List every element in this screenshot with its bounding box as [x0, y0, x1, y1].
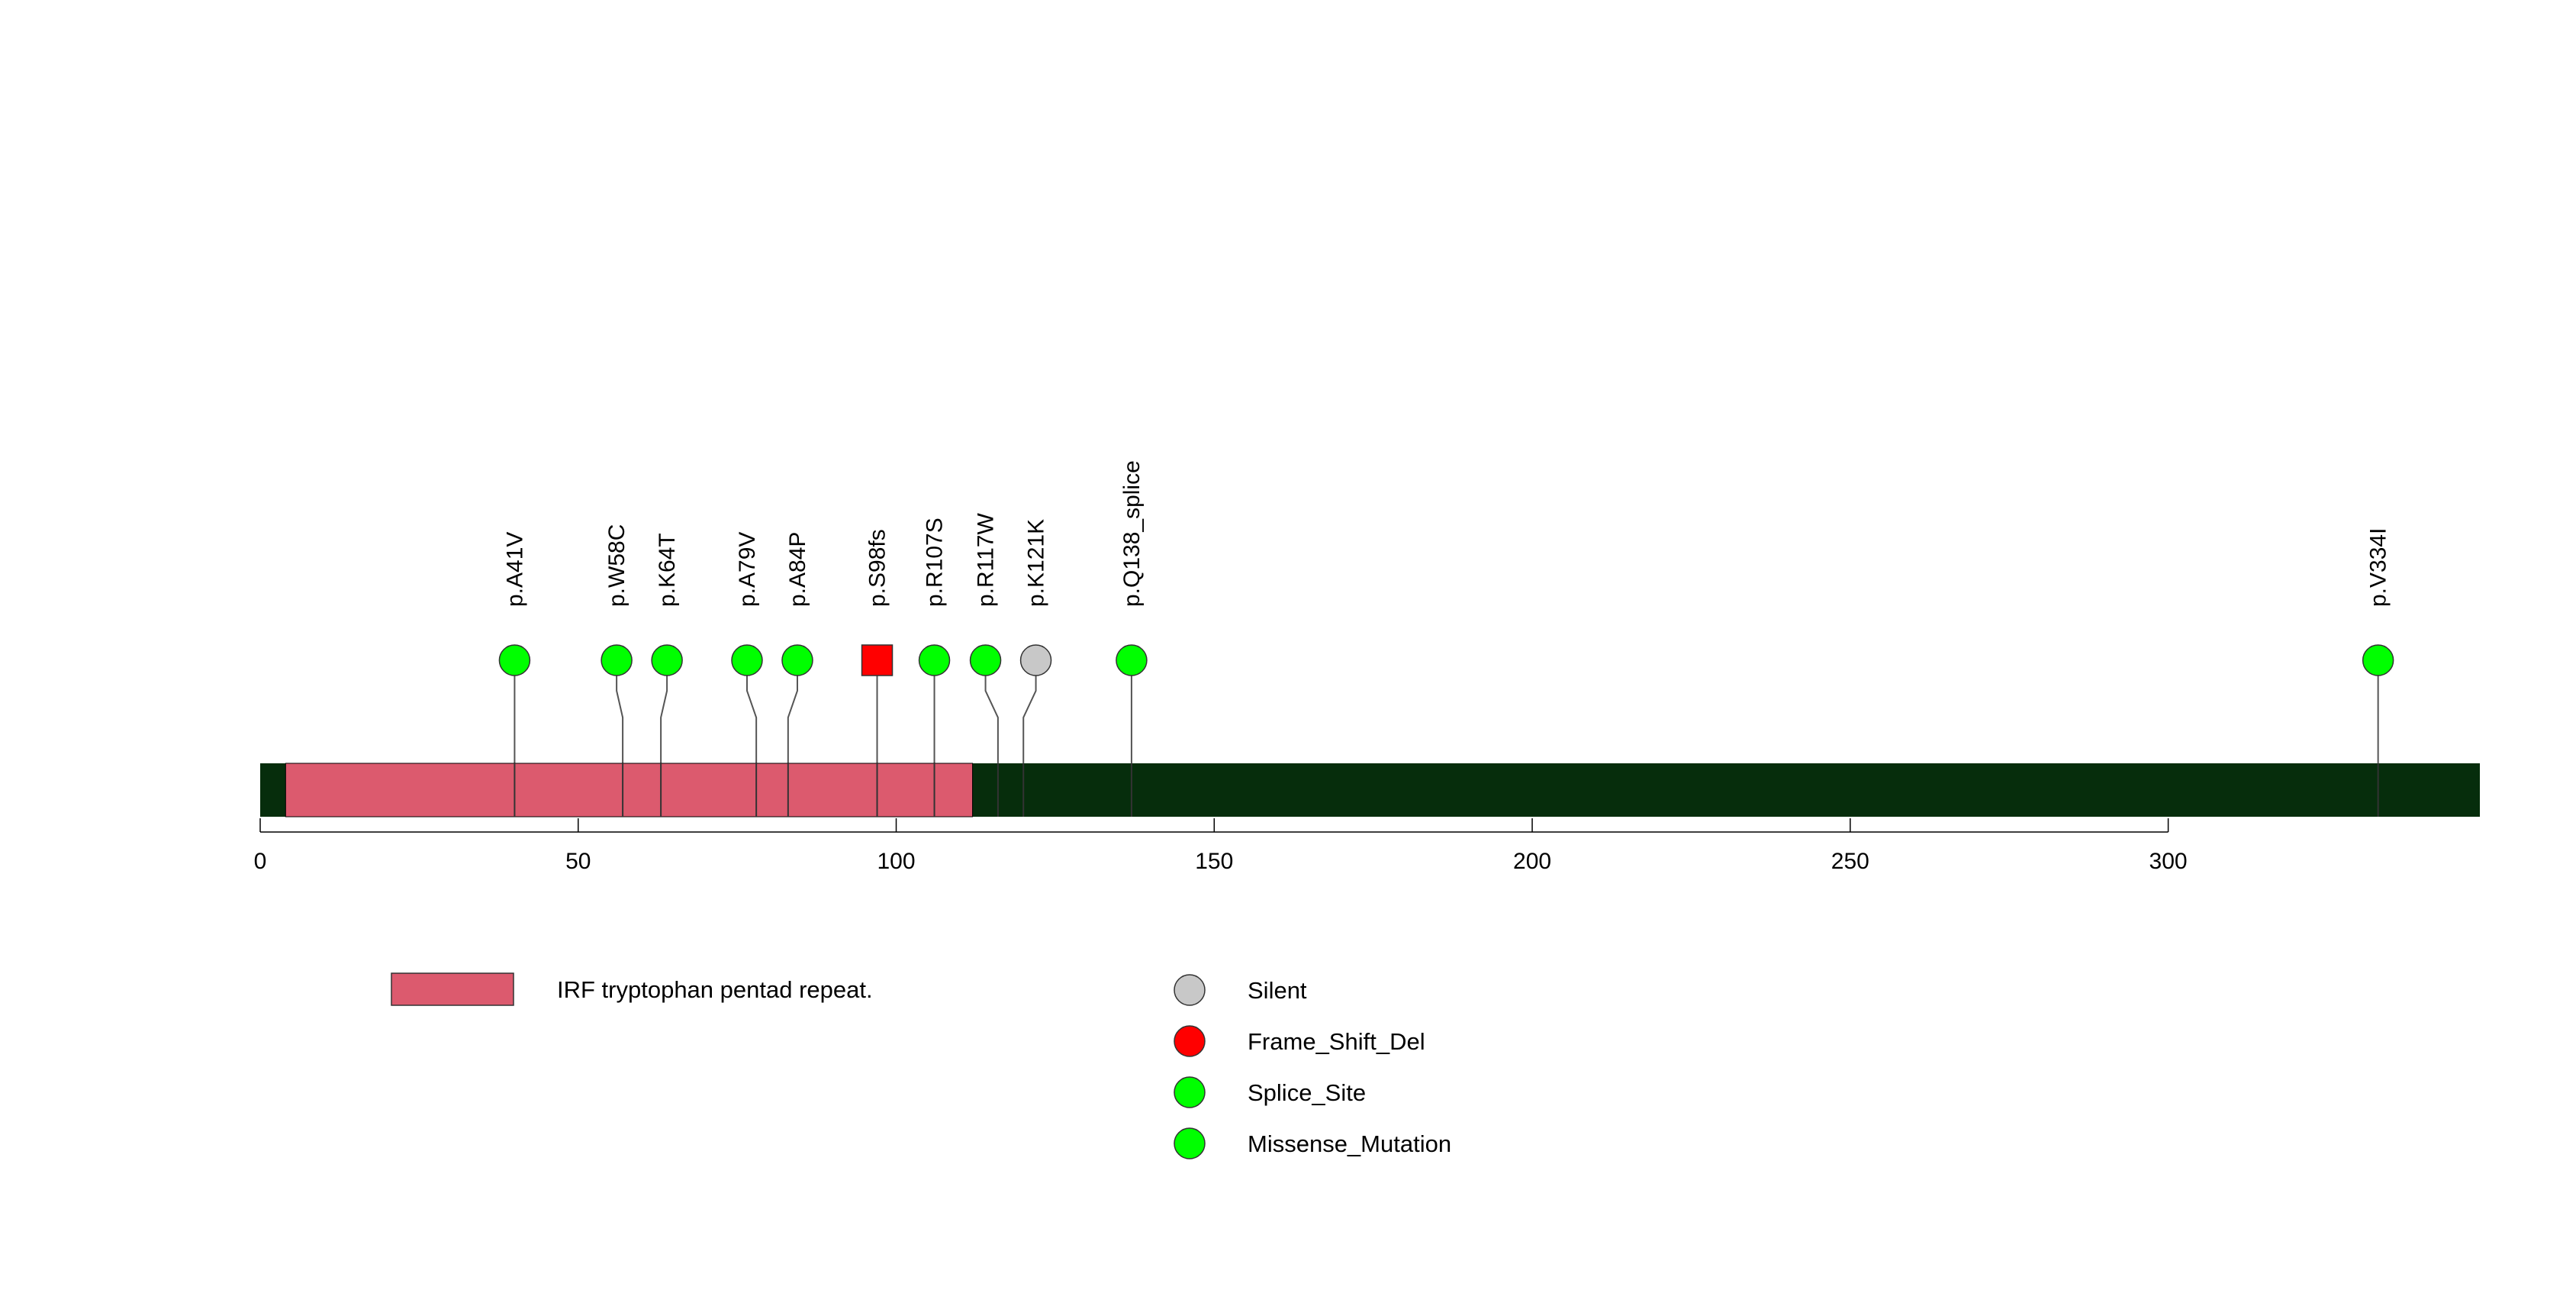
mutation-marker-2[interactable]: [651, 644, 683, 676]
mutation-marker-5[interactable]: [861, 644, 894, 676]
mutation-label-2: p.K64T: [655, 533, 680, 607]
legend-mutation-label-0: Silent: [1248, 977, 1307, 1004]
mutation-marker-1[interactable]: [601, 644, 633, 676]
mutation-label-6: p.R107S: [923, 518, 948, 607]
mutation-marker-0[interactable]: [498, 644, 531, 676]
x-tick-label-6: 300: [2149, 849, 2188, 874]
legend-mutation-label-3: Missense_Mutation: [1248, 1130, 1451, 1157]
mutation-marker-6[interactable]: [918, 644, 951, 676]
domain-0: [285, 763, 974, 818]
mutation-label-10: p.V334I: [2366, 528, 2391, 607]
x-tick-label-4: 200: [1513, 849, 1551, 874]
legend: IRF tryptophan pentad repeat. Silent Frame…: [391, 972, 1451, 1159]
legend-mutation-swatch-3: [1174, 1127, 1206, 1159]
x-axis: 0 50 100 150 200 250 300: [254, 818, 2188, 874]
x-tick-label-3: 150: [1195, 849, 1233, 874]
legend-mutation-swatch-2: [1174, 1076, 1206, 1108]
x-tick-label-1: 50: [565, 849, 591, 874]
mutation-labels: p.A41V p.W58C p.K64T p.A79V p.A84P p.S98fs p.R…: [502, 460, 2391, 607]
mutation-marker-10[interactable]: [2362, 644, 2394, 676]
mutation-label-5: p.S98fs: [865, 529, 890, 607]
mutation-markers: [498, 644, 2394, 676]
legend-mutation-swatch-1: [1174, 1025, 1206, 1057]
legend-domain-swatch-0: [391, 972, 514, 1006]
mutation-marker-4[interactable]: [781, 644, 813, 676]
mutation-marker-7[interactable]: [969, 644, 1002, 676]
mutation-label-3: p.A79V: [735, 532, 760, 607]
legend-domain-label-0: IRF tryptophan pentad repeat.: [557, 976, 873, 1003]
mutation-marker-8[interactable]: [1019, 644, 1052, 676]
mutation-label-1: p.W58C: [604, 524, 630, 607]
legend-mutation-label-1: Frame_Shift_Del: [1248, 1028, 1425, 1055]
mutation-label-9: p.Q138_splice: [1119, 460, 1145, 607]
mutation-label-0: p.A41V: [502, 532, 527, 607]
mutation-label-7: p.R117W: [974, 512, 999, 607]
legend-mutation-swatch-0: [1174, 974, 1206, 1006]
x-tick-label-2: 100: [877, 849, 915, 874]
protein-backbone-group: [260, 763, 2480, 818]
x-tick-label-0: 0: [254, 849, 267, 874]
x-tick-label-5: 250: [1831, 849, 1869, 874]
mutation-label-4: p.A84P: [785, 532, 810, 607]
mutation-marker-3[interactable]: [731, 644, 763, 676]
legend-mutation-label-2: Splice_Site: [1248, 1079, 1366, 1106]
mutation-label-8: p.K121K: [1024, 519, 1049, 607]
mutation-marker-9[interactable]: [1116, 644, 1148, 676]
